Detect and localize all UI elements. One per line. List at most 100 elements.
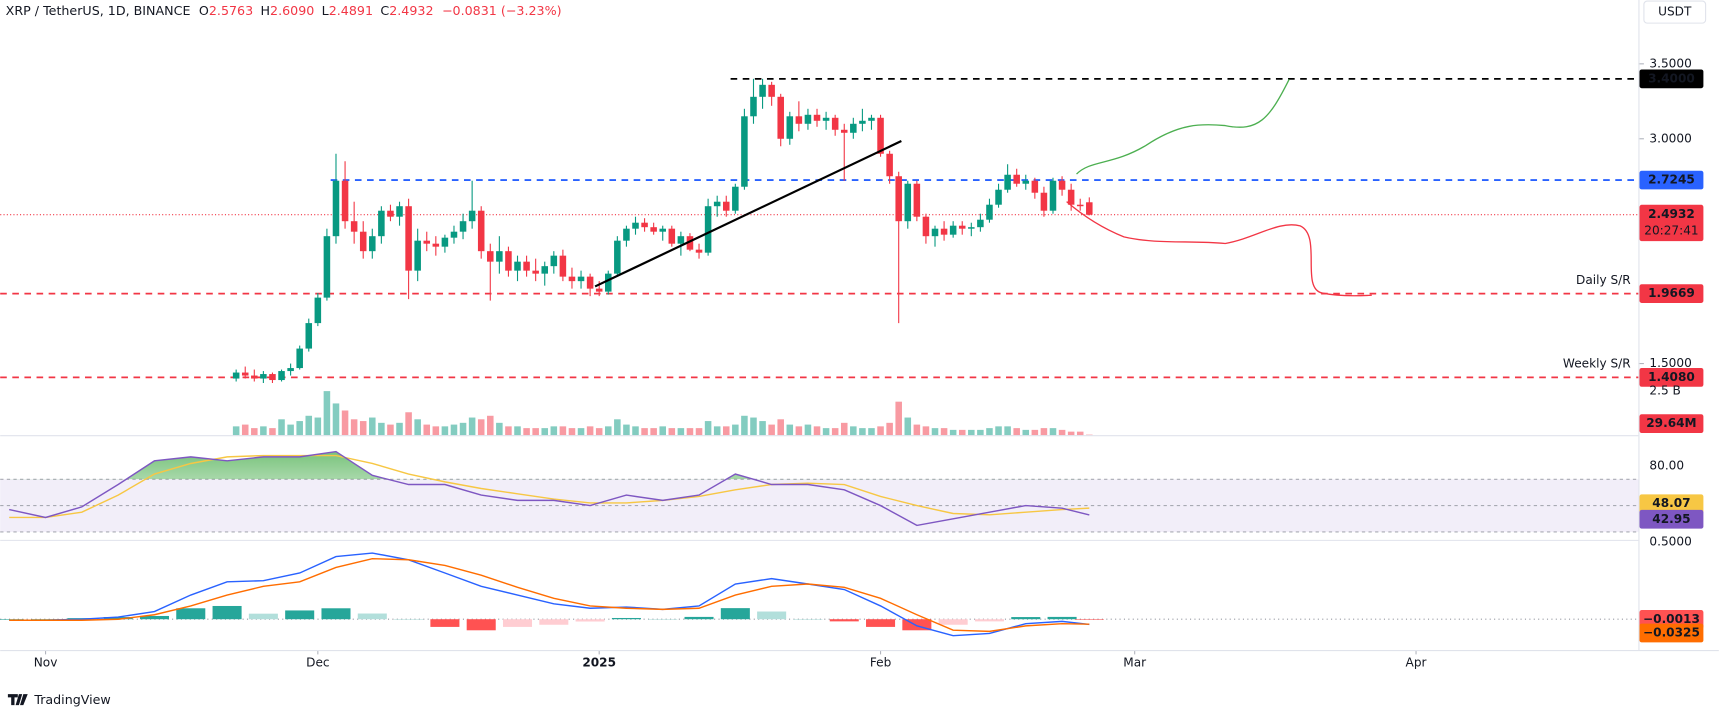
logo-icon bbox=[7, 694, 28, 706]
volume-bar bbox=[532, 428, 539, 436]
candle-body bbox=[986, 204, 993, 220]
candle-body bbox=[278, 371, 285, 381]
volume-bar bbox=[831, 428, 839, 436]
volume-bar bbox=[423, 424, 431, 436]
candle-body bbox=[759, 84, 766, 97]
volume-bar bbox=[586, 426, 594, 436]
candle-body bbox=[559, 255, 567, 277]
volume-bar bbox=[314, 417, 322, 436]
candle-body bbox=[895, 176, 902, 222]
volume-bar bbox=[859, 428, 866, 436]
candle-body bbox=[632, 222, 639, 229]
candle-body bbox=[269, 374, 276, 381]
rsi-ma-badge-bg bbox=[1639, 494, 1704, 514]
volume-bar bbox=[840, 422, 848, 436]
volume-bar bbox=[523, 428, 530, 436]
volume-bar bbox=[241, 424, 249, 436]
y-tick-label: 3.0000 bbox=[1649, 131, 1691, 145]
macd-histogram-bar bbox=[720, 608, 750, 620]
macd-badge: −0.0013 bbox=[1643, 612, 1700, 626]
volume-bar bbox=[441, 426, 449, 436]
countdown: 20:27:41 bbox=[1644, 224, 1698, 238]
macd-histogram-bar bbox=[285, 610, 315, 620]
volume-bar bbox=[269, 428, 276, 436]
candle-body bbox=[287, 368, 294, 372]
candle-body bbox=[877, 117, 884, 154]
x-tick-label: Dec bbox=[306, 656, 329, 670]
o-label: O bbox=[199, 3, 209, 18]
candle-body bbox=[958, 225, 966, 229]
x-tick-label: Feb bbox=[870, 656, 892, 670]
h-label: H bbox=[261, 3, 271, 18]
candle-body bbox=[813, 114, 821, 121]
candle-body bbox=[768, 84, 775, 97]
macd-histogram-bar bbox=[938, 619, 968, 625]
volume-bar bbox=[668, 428, 676, 436]
volume-bar bbox=[595, 428, 603, 436]
volume-bar bbox=[641, 428, 648, 436]
macd-histogram-bar bbox=[357, 613, 387, 620]
y-tick-label: 1.5000 bbox=[1649, 356, 1691, 370]
macd-histogram-bar bbox=[0, 619, 24, 620]
candle-body bbox=[323, 236, 331, 298]
trend-line bbox=[594, 140, 902, 288]
macd-histogram-bar bbox=[902, 619, 932, 631]
volume-bar bbox=[1076, 431, 1084, 436]
currency-box[interactable] bbox=[1643, 0, 1707, 24]
volume-bar bbox=[777, 419, 784, 436]
candle-body bbox=[423, 240, 431, 244]
candle-body bbox=[722, 201, 730, 211]
volume-bar bbox=[432, 426, 440, 436]
volume-bar bbox=[568, 428, 576, 436]
macd-histogram-bar bbox=[139, 615, 169, 620]
volume-bar bbox=[260, 426, 267, 436]
volume-bar bbox=[369, 417, 376, 436]
volume-tick-label: 2.5 B bbox=[1649, 384, 1680, 398]
macd-histogram-bar bbox=[466, 619, 496, 631]
volume-bar bbox=[949, 429, 957, 436]
currency[interactable]: USDT bbox=[1658, 5, 1692, 19]
candle-body bbox=[1067, 189, 1075, 205]
volume-bar bbox=[477, 419, 485, 436]
candle-body bbox=[260, 374, 267, 379]
macd-histogram-bar bbox=[1047, 616, 1077, 620]
candle-body bbox=[641, 222, 648, 228]
candle-body bbox=[1040, 192, 1048, 211]
change: −0.0831 (−3.23%) bbox=[442, 3, 562, 18]
candle-body bbox=[940, 228, 948, 235]
volume-bar bbox=[387, 424, 394, 436]
candle-body bbox=[523, 261, 530, 271]
candle-body bbox=[251, 375, 258, 379]
candle-body bbox=[359, 231, 367, 252]
last-price-bg bbox=[1639, 204, 1704, 242]
macd-histogram-bar bbox=[757, 611, 787, 620]
macd-histogram-bar bbox=[575, 619, 605, 622]
candle-body bbox=[686, 236, 694, 250]
volume-bar bbox=[278, 419, 285, 436]
candle-body bbox=[1049, 180, 1057, 211]
candle-body bbox=[614, 240, 621, 274]
macd-histogram-bar bbox=[502, 619, 533, 627]
candle-body bbox=[977, 219, 984, 228]
candle-body bbox=[840, 129, 848, 133]
candle-body bbox=[822, 117, 830, 121]
volume-bar bbox=[986, 428, 993, 436]
volume-bar bbox=[913, 424, 921, 436]
volume-bar bbox=[1031, 429, 1039, 436]
bear-projection bbox=[1066, 201, 1372, 297]
level-badge: 2.7245 bbox=[1648, 173, 1695, 187]
c-label: C bbox=[380, 3, 389, 18]
candle-body bbox=[314, 297, 322, 324]
l-label: L bbox=[322, 3, 329, 18]
candle-body bbox=[713, 201, 721, 207]
volume-bar bbox=[877, 426, 884, 436]
candle-body bbox=[1076, 204, 1084, 207]
candle-body bbox=[605, 273, 612, 292]
volume-bar bbox=[605, 426, 612, 436]
x-tick-label: 2025 bbox=[582, 656, 616, 670]
macd-badge-bg bbox=[1639, 623, 1704, 643]
volume-bar bbox=[623, 424, 630, 436]
candle-body bbox=[850, 123, 857, 133]
candle-body bbox=[1013, 174, 1020, 184]
